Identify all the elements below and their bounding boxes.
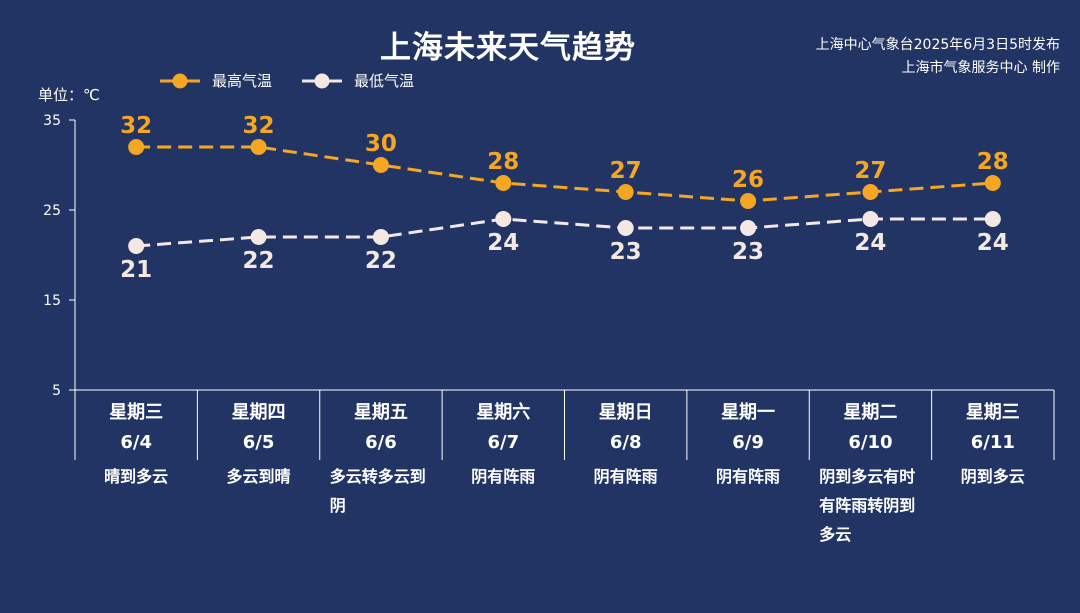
weather-description: 晴到多云 (104, 467, 169, 486)
high-temp-label: 28 (977, 149, 1009, 175)
legend-high-label: 最高气温 (212, 72, 273, 90)
weather-description: 阴到多云 (960, 467, 1025, 486)
high-temp-label: 30 (365, 131, 397, 157)
weekday-label: 星期六 (476, 402, 531, 423)
y-tick-label: 15 (43, 293, 61, 309)
date-label: 6/4 (120, 432, 152, 453)
high-temp-label: 26 (732, 167, 764, 193)
low-temp-label: 23 (610, 239, 642, 265)
low-temp-point (862, 211, 879, 227)
legend-low-label: 最低气温 (354, 72, 415, 90)
day-column: 星期四 6/5 多云到晴 (197, 398, 319, 491)
legend-item-high: 最高气温 (160, 70, 272, 91)
high-temp-label: 27 (610, 158, 642, 184)
high-temp-point (128, 139, 145, 155)
legend: 最高气温 最低气温 (160, 70, 414, 91)
date-label: 6/11 (970, 432, 1015, 453)
date-label: 6/10 (848, 432, 893, 453)
y-tick-label: 25 (43, 203, 61, 219)
day-column: 星期三 6/4 晴到多云 (75, 398, 197, 491)
low-temp-point (984, 211, 1001, 227)
weather-description: 多云转多云到阴 (329, 467, 426, 515)
producer: 上海市气象服务中心 制作 (901, 60, 1060, 76)
low-temp-point (128, 238, 145, 254)
low-temp-point (495, 211, 512, 227)
legend-high-marker (160, 73, 200, 88)
weekday-label: 星期日 (598, 402, 653, 423)
day-column: 星期五 6/6 多云转多云到阴 (320, 398, 442, 520)
legend-low-marker (302, 73, 343, 88)
high-temp-point (495, 175, 512, 191)
date-label: 6/9 (732, 432, 764, 453)
weekday-label: 星期一 (721, 402, 776, 423)
legend-item-low: 最低气温 (302, 70, 414, 91)
date-label: 6/6 (365, 432, 397, 453)
weekday-label: 星期五 (353, 402, 408, 423)
weekday-label: 星期四 (231, 402, 286, 423)
high-temp-label: 32 (243, 113, 275, 139)
y-tick-label: 5 (52, 383, 61, 399)
date-label: 6/5 (242, 432, 275, 453)
low-temp-label: 23 (732, 239, 764, 265)
day-column: 星期二 6/10 阴到多云有时有阵雨转阴到多云 (809, 398, 931, 549)
y-tick-label: 35 (43, 113, 61, 129)
low-temp-label: 22 (365, 248, 397, 274)
weather-description: 阴有阵雨 (593, 467, 658, 486)
date-label: 6/8 (609, 432, 642, 453)
low-temp-point (617, 220, 634, 236)
high-temp-point (862, 184, 879, 200)
day-column: 星期六 6/7 阴有阵雨 (442, 398, 564, 491)
high-temp-point (372, 157, 389, 173)
day-column: 星期三 6/11 阴到多云 (932, 398, 1054, 491)
publish-time: 上海中心气象台2025年6月3日5时发布 (815, 37, 1060, 53)
high-temp-point (617, 184, 634, 200)
high-temp-label: 32 (120, 113, 152, 139)
day-column: 星期一 6/9 阴有阵雨 (687, 398, 809, 491)
high-temp-point (250, 139, 267, 155)
high-temp-point (740, 193, 757, 209)
high-temp-label: 28 (487, 149, 519, 175)
low-temp-point (372, 229, 389, 245)
high-temp-point (984, 175, 1001, 191)
low-temp-point (250, 229, 267, 245)
publisher-info: 上海中心气象台2025年6月3日5时发布 上海市气象服务中心 制作 (816, 34, 1060, 80)
day-column: 星期日 6/8 阴有阵雨 (565, 398, 687, 491)
high-temp-line (136, 145, 993, 203)
low-temp-label: 21 (120, 257, 152, 283)
weekday-label: 星期三 (109, 402, 164, 423)
high-temp-label: 27 (854, 158, 886, 184)
low-temp-label: 22 (243, 248, 275, 274)
low-temp-label: 24 (487, 230, 519, 256)
low-temp-label: 24 (854, 230, 886, 256)
weather-description: 多云到晴 (226, 467, 291, 486)
weather-description: 阴到多云有时有阵雨转阴到多云 (819, 467, 916, 544)
weather-description: 阴有阵雨 (471, 467, 536, 486)
low-temp-label: 24 (977, 230, 1009, 256)
low-temp-point (740, 220, 757, 236)
date-label: 6/7 (487, 432, 520, 453)
chart-title: 上海未来天气趋势 (380, 30, 636, 66)
weekday-label: 星期二 (843, 402, 898, 423)
weekday-label: 星期三 (965, 402, 1020, 423)
low-temp-line (136, 217, 993, 248)
weather-description: 阴有阵雨 (716, 467, 781, 486)
unit-label: 单位：℃ (38, 86, 100, 104)
